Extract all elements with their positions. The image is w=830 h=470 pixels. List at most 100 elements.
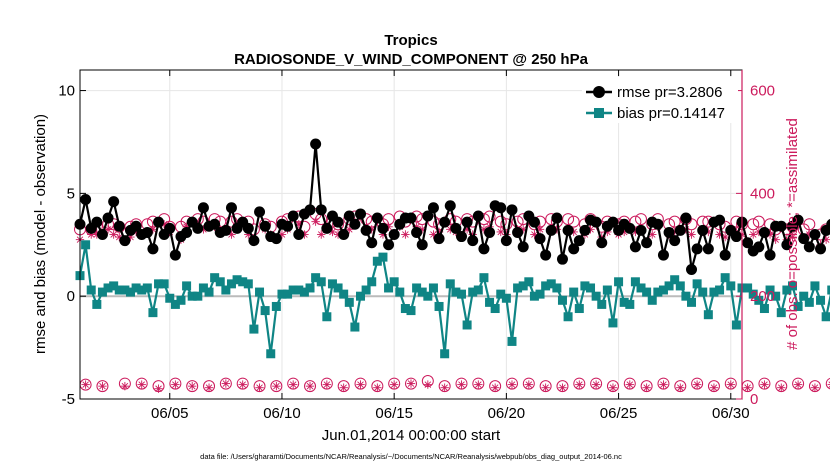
bias-point bbox=[120, 285, 130, 295]
rmse-point bbox=[764, 249, 776, 261]
assimilated-star-stroke bbox=[749, 231, 757, 238]
assimilated-point bbox=[423, 380, 433, 389]
possible-point bbox=[135, 377, 148, 390]
bias-point bbox=[356, 291, 366, 301]
assimilated-star-stroke bbox=[525, 381, 533, 388]
assimilated-star-stroke bbox=[559, 384, 566, 391]
assimilated-point bbox=[137, 380, 146, 389]
bias-point bbox=[496, 289, 506, 299]
bias-point bbox=[384, 283, 394, 293]
bias-point bbox=[670, 275, 680, 285]
possible-point bbox=[573, 377, 586, 390]
bias-point bbox=[513, 283, 523, 293]
y-tick-label-right: 0 bbox=[750, 391, 758, 408]
x-axis-label: Jun.01,2014 00:00:00 start bbox=[322, 427, 501, 444]
assimilated-star-stroke bbox=[508, 381, 516, 388]
assimilated-point bbox=[305, 381, 315, 391]
bias-point bbox=[176, 295, 186, 305]
rmse-point bbox=[556, 253, 568, 265]
bias-point bbox=[271, 301, 281, 311]
bias-point bbox=[243, 279, 253, 289]
bias-point bbox=[709, 287, 719, 297]
bias-point bbox=[518, 281, 528, 291]
possible-point bbox=[388, 377, 401, 390]
legend-box bbox=[582, 77, 738, 123]
rmse-point bbox=[472, 210, 484, 222]
rmse-point bbox=[321, 222, 333, 234]
possible-point bbox=[236, 377, 249, 390]
bias-point bbox=[125, 287, 135, 297]
bias-point bbox=[507, 336, 517, 346]
assimilated-star-stroke bbox=[340, 384, 347, 391]
bias-point bbox=[204, 287, 214, 297]
possible-point bbox=[472, 377, 485, 390]
x-tick-label: 06/20 bbox=[488, 405, 526, 422]
rmse-point bbox=[792, 214, 804, 226]
assimilated-point bbox=[793, 380, 803, 389]
rmse-point bbox=[433, 233, 445, 245]
bias-point bbox=[456, 289, 466, 299]
bias-point bbox=[428, 283, 438, 293]
possible-point bbox=[792, 377, 805, 390]
rmse-point bbox=[332, 216, 344, 228]
assimilated-point bbox=[81, 380, 90, 389]
bias-point bbox=[720, 273, 730, 283]
assimilated-star-stroke bbox=[172, 381, 179, 388]
bias-point bbox=[793, 301, 803, 311]
assimilated-star-stroke bbox=[822, 236, 830, 243]
rmse-point bbox=[315, 204, 327, 216]
possible-point bbox=[494, 215, 507, 228]
assimilated-star-stroke bbox=[660, 381, 667, 388]
x-tick-label: 06/30 bbox=[712, 405, 750, 422]
rmse-point bbox=[775, 220, 787, 232]
assimilated-point bbox=[406, 379, 416, 388]
assimilated-star-stroke bbox=[643, 384, 650, 391]
bias-point bbox=[501, 293, 511, 303]
possible-point bbox=[825, 377, 830, 390]
bias-point bbox=[726, 281, 736, 291]
assimilated-star-stroke bbox=[777, 384, 785, 391]
assimilated-point bbox=[709, 383, 719, 392]
rmse-point bbox=[461, 216, 473, 228]
bias-point bbox=[557, 295, 567, 305]
y-tick-label-right: 600 bbox=[750, 83, 775, 100]
rmse-point bbox=[80, 194, 92, 206]
bias-point bbox=[529, 291, 539, 301]
rmse-point bbox=[697, 224, 709, 236]
bias-point bbox=[344, 297, 354, 307]
assimilated-star-stroke bbox=[323, 381, 331, 388]
possible-point bbox=[96, 380, 109, 393]
assimilated-point bbox=[457, 380, 466, 389]
bias-point bbox=[642, 287, 652, 297]
rmse-point bbox=[798, 233, 810, 245]
assimilated-star-stroke bbox=[155, 385, 162, 393]
rmse-point bbox=[220, 224, 232, 236]
assimilated-point bbox=[760, 380, 769, 389]
possible-point bbox=[562, 213, 575, 226]
possible-point bbox=[635, 213, 648, 226]
bias-point bbox=[277, 289, 287, 299]
bias-point bbox=[468, 287, 478, 297]
assimilated-star-stroke bbox=[402, 231, 409, 238]
rmse-point bbox=[113, 220, 125, 232]
assimilated-star-stroke bbox=[441, 384, 448, 391]
assimilated-star-stroke bbox=[82, 381, 89, 388]
rmse-point bbox=[528, 216, 540, 228]
bias-point bbox=[288, 285, 298, 295]
bias-point bbox=[462, 320, 472, 330]
rmse-point bbox=[119, 235, 131, 247]
bias-point bbox=[350, 322, 360, 332]
bias-point bbox=[114, 285, 124, 295]
rmse-point bbox=[439, 216, 451, 228]
bias-point bbox=[165, 293, 175, 303]
bias-point bbox=[782, 285, 792, 295]
rmse-point bbox=[742, 237, 754, 249]
assimilated-star-stroke bbox=[626, 381, 634, 388]
bias-point bbox=[255, 287, 265, 297]
bias-point bbox=[260, 306, 270, 316]
bias-point bbox=[198, 283, 208, 293]
bias-point bbox=[636, 283, 646, 293]
bias-point bbox=[675, 281, 685, 291]
bias-point bbox=[619, 297, 629, 307]
bias-point bbox=[440, 349, 450, 359]
